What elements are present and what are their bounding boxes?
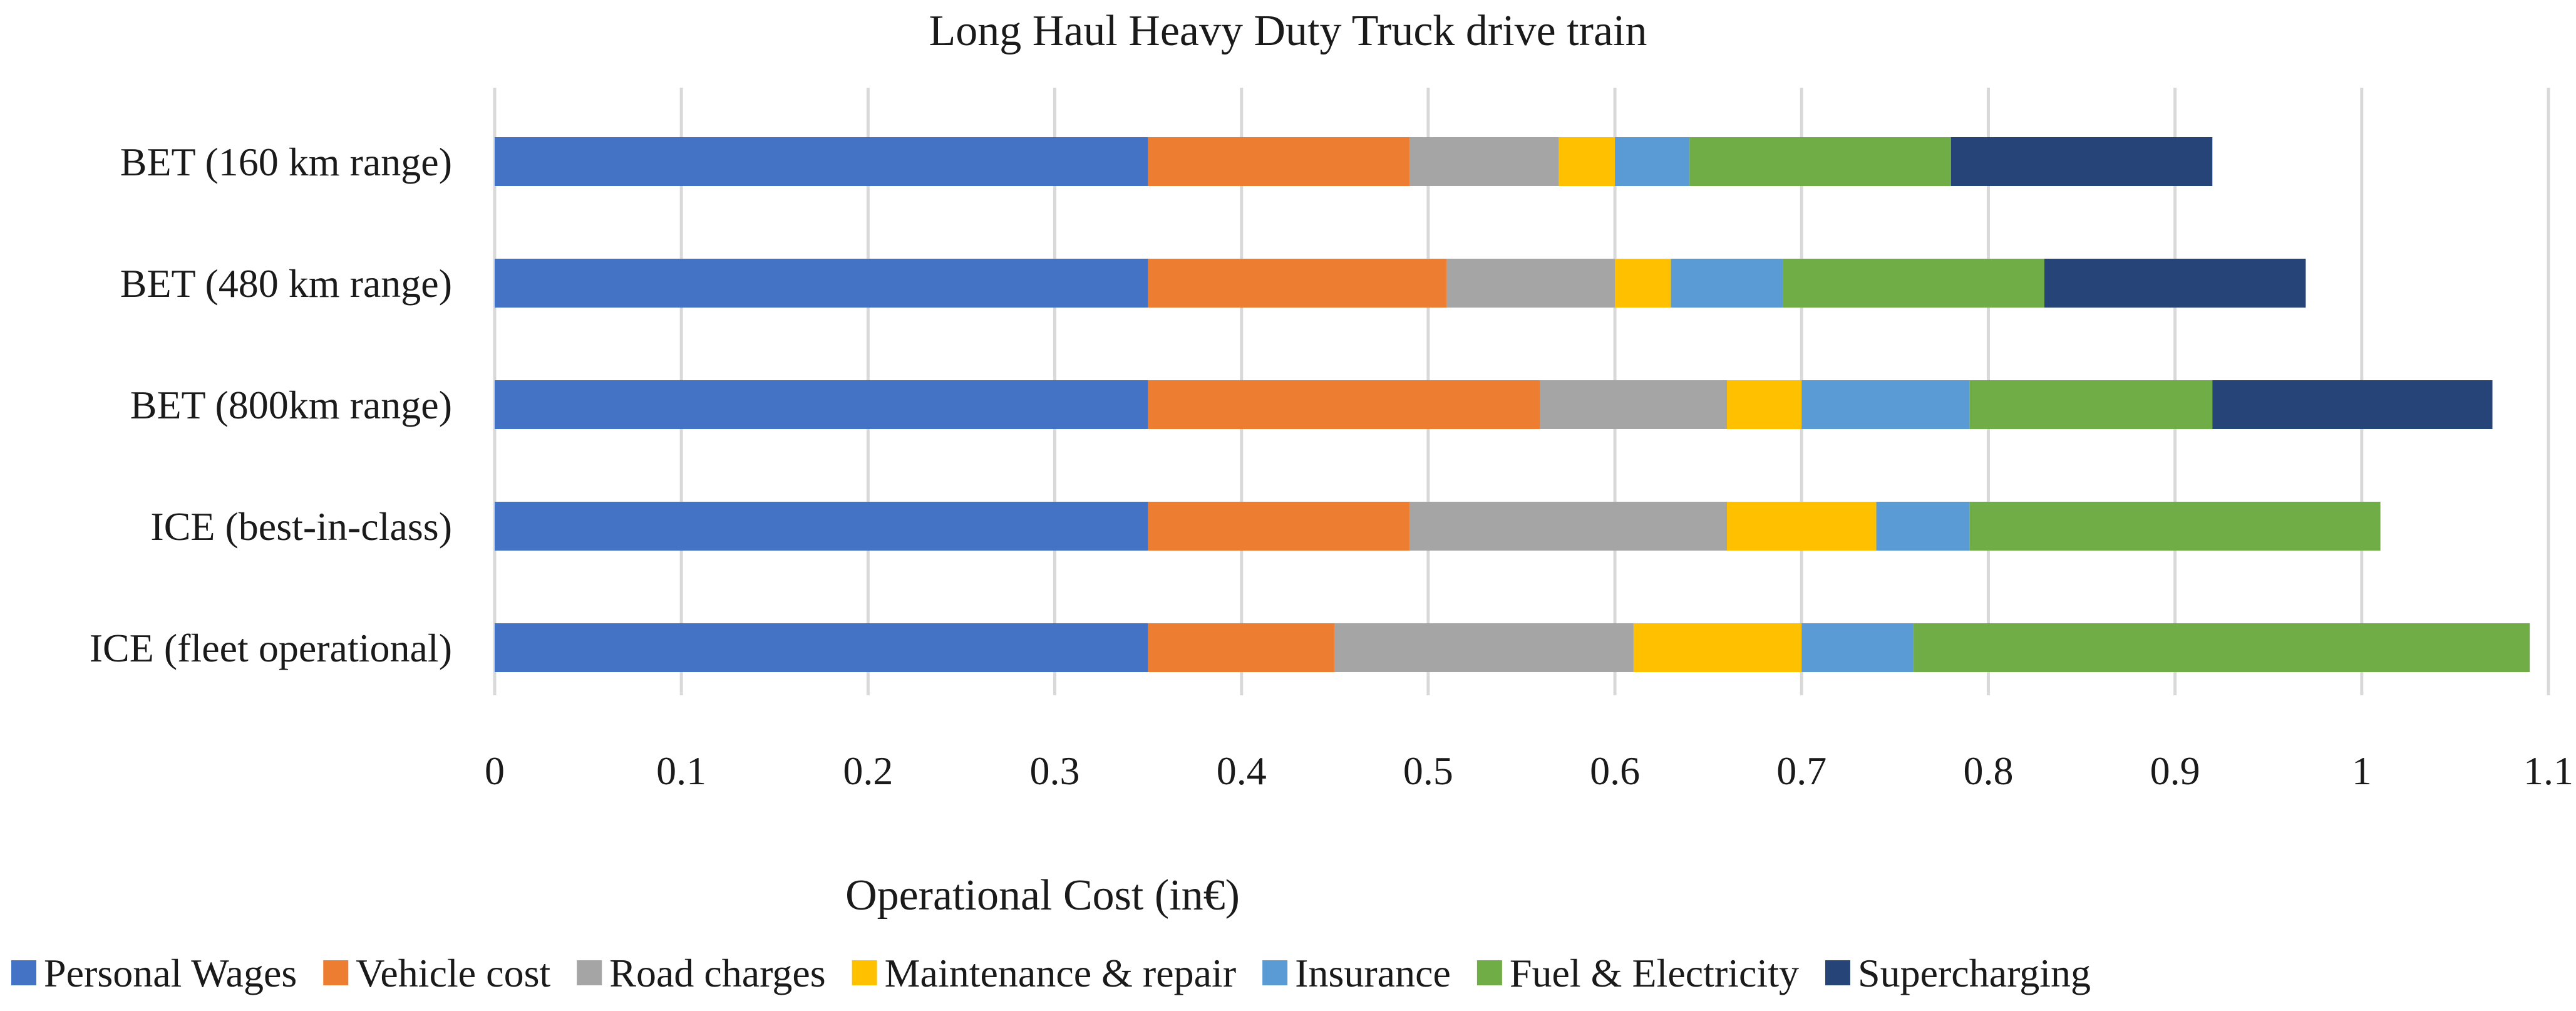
x-tick-label: 0.7 [1776, 749, 1826, 793]
bar-segment-bet-800km-range-vehicle-cost [1148, 380, 1540, 429]
bar-segment-ice-best-in-class-vehicle-cost [1148, 502, 1410, 551]
legend-label: Vehicle cost [356, 951, 550, 995]
legend-swatch [1262, 960, 1288, 985]
bar-segment-bet-480-km-range-maintenance-repair [1615, 259, 1671, 308]
bar-segment-bet-160-km-range-insurance [1615, 137, 1690, 186]
bar-segment-bet-160-km-range-fuel-electricity [1689, 137, 1951, 186]
category-label: ICE (fleet operational) [90, 626, 452, 670]
bar-segment-ice-best-in-class-insurance [1876, 502, 1970, 551]
legend-swatch [1825, 960, 1850, 985]
bar-segment-bet-160-km-range-maintenance-repair [1558, 137, 1615, 186]
legend-label: Personal Wages [44, 951, 297, 995]
legend-swatch [852, 960, 877, 985]
bar-segment-ice-fleet-operational-road-charges [1334, 623, 1634, 672]
x-tick-label: 0 [485, 749, 505, 793]
x-tick-label: 0.6 [1590, 749, 1640, 793]
x-tick-label: 0.3 [1030, 749, 1080, 793]
legend-item-road-charges: Road charges [577, 951, 826, 995]
bar-segment-ice-fleet-operational-insurance [1801, 623, 1914, 672]
x-tick-label: 0.2 [843, 749, 893, 793]
bar-segment-bet-800km-range-supercharging [2212, 380, 2493, 429]
x-tick-label: 0.1 [656, 749, 706, 793]
legend-item-insurance: Insurance [1262, 951, 1451, 995]
legend-item-vehicle-cost: Vehicle cost [323, 951, 550, 995]
bar-segment-bet-480-km-range-vehicle-cost [1148, 259, 1447, 308]
legend-label: Maintenance & repair [885, 951, 1237, 995]
bar-segment-ice-best-in-class-road-charges [1409, 502, 1727, 551]
category-label: BET (160 km range) [120, 140, 452, 184]
category-label: BET (480 km range) [120, 261, 452, 306]
axes: 0 0.1 0.2 0.3 0.4 0.5 0.6 0.7 0.8 0.9 1 1.1 BET (160… [90, 140, 2573, 793]
bar-segment-ice-best-in-class-personal-wages [495, 502, 1148, 551]
category-label: ICE (best-in-class) [150, 504, 452, 549]
x-tick-label: 0.8 [1963, 749, 2013, 793]
legend-swatch [577, 960, 602, 985]
x-tick-label: 1 [2352, 749, 2372, 793]
bar-segment-bet-800km-range-fuel-electricity [1969, 380, 2213, 429]
bar-segment-bet-480-km-range-road-charges [1446, 259, 1615, 308]
bar-segment-bet-800km-range-road-charges [1540, 380, 1727, 429]
legend-label: Fuel & Electricity [1510, 951, 1799, 995]
bar-segment-bet-800km-range-personal-wages [495, 380, 1148, 429]
legend-label: Insurance [1295, 951, 1451, 995]
legend-swatch [11, 960, 36, 985]
bar-segment-bet-160-km-range-personal-wages [495, 137, 1148, 186]
legend-swatch [1476, 960, 1502, 985]
legend-swatch [323, 960, 349, 985]
bars [495, 137, 2530, 672]
bar-segment-ice-fleet-operational-maintenance-repair [1633, 623, 1802, 672]
legend-item-personal-wages: Personal Wages [11, 951, 297, 995]
x-tick-label: 0.9 [2150, 749, 2200, 793]
legend-label: Supercharging [1858, 951, 2091, 995]
bar-segment-bet-800km-range-insurance [1801, 380, 1970, 429]
bar-segment-ice-best-in-class-maintenance-repair [1727, 502, 1877, 551]
chart-title: Long Haul Heavy Duty Truck drive train [929, 7, 1647, 55]
legend-item-maintenance-repair: Maintenance & repair [852, 951, 1237, 995]
legend-item-fuel-electricity: Fuel & Electricity [1476, 951, 1799, 995]
bar-segment-bet-160-km-range-supercharging [1950, 137, 2213, 186]
bar-segment-ice-best-in-class-fuel-electricity [1969, 502, 2381, 551]
x-tick-label: 0.4 [1217, 749, 1267, 793]
legend: Personal Wages Vehicle cost Road charges Ma… [11, 951, 2091, 995]
bar-segment-bet-480-km-range-insurance [1671, 259, 1783, 308]
bar-segment-ice-fleet-operational-personal-wages [495, 623, 1148, 672]
x-axis-title: Operational Cost (in€) [845, 871, 1240, 920]
bar-segment-bet-480-km-range-fuel-electricity [1783, 259, 2044, 308]
x-tick-label: 1.1 [2523, 749, 2573, 793]
bar-segment-ice-fleet-operational-vehicle-cost [1148, 623, 1335, 672]
bar-segment-bet-480-km-range-supercharging [2044, 259, 2306, 308]
bar-segment-bet-160-km-range-road-charges [1409, 137, 1559, 186]
x-tick-label: 0.5 [1403, 749, 1453, 793]
legend-label: Road charges [609, 951, 825, 995]
bar-segment-bet-160-km-range-vehicle-cost [1148, 137, 1410, 186]
category-label: BET (800km range) [130, 383, 452, 427]
bar-segment-ice-fleet-operational-fuel-electricity [1914, 623, 2530, 672]
bar-segment-bet-480-km-range-personal-wages [495, 259, 1148, 308]
bar-segment-bet-800km-range-maintenance-repair [1727, 380, 1802, 429]
legend-item-supercharging: Supercharging [1825, 951, 2091, 995]
